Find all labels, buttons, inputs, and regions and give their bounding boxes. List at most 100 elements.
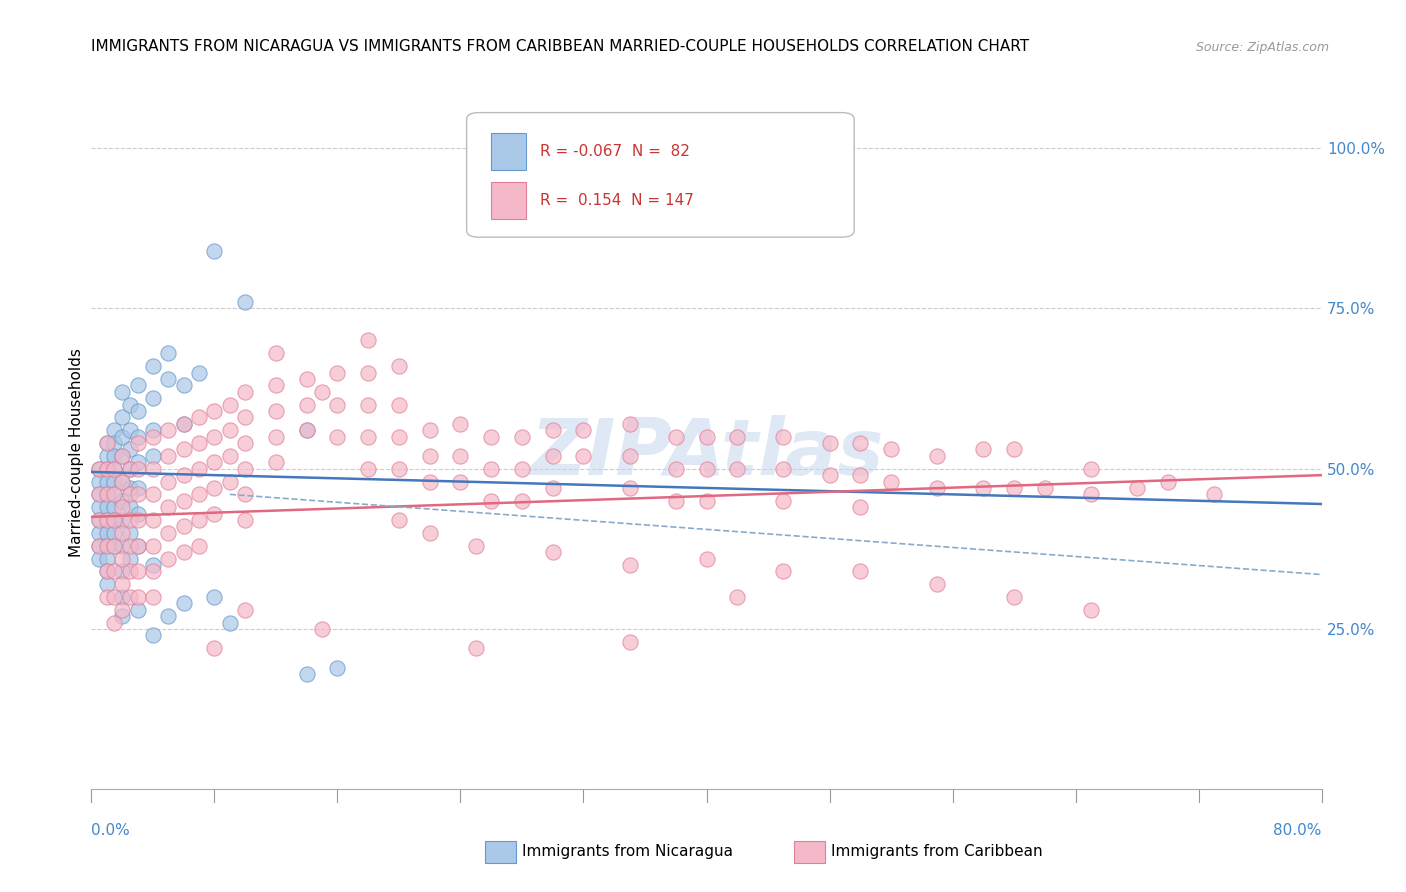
Point [295,398,318,412]
Point [111,577,134,591]
Point [188,539,211,553]
Point [541,423,564,437]
Point [202,404,225,418]
Point [464,641,486,656]
Point [264,430,287,444]
Point [111,475,134,489]
Point [1080,487,1102,501]
Point [103,615,125,630]
Point [103,539,125,553]
Point [202,641,225,656]
Text: ZIPAtlas: ZIPAtlas [530,415,883,491]
Point [157,372,180,386]
Point [142,558,165,572]
Point [96,500,118,515]
Point [173,417,195,431]
Point [188,436,211,450]
Point [142,513,165,527]
Point [157,500,180,515]
Point [619,635,641,649]
Point [103,487,125,501]
Point [541,449,564,463]
Point [87,539,110,553]
Text: Immigrants from Nicaragua: Immigrants from Nicaragua [522,845,733,859]
Point [127,603,149,617]
Point [357,334,380,348]
Point [111,410,134,425]
Point [326,366,349,380]
Point [103,423,125,437]
Point [127,487,149,501]
Point [264,346,287,360]
Point [118,500,141,515]
Point [173,468,195,483]
Point [311,622,333,636]
Point [665,493,688,508]
Point [118,565,141,579]
Point [880,442,903,457]
Point [127,404,149,418]
Point [103,513,125,527]
Point [218,423,240,437]
Point [849,500,872,515]
Point [326,398,349,412]
Point [1002,442,1025,457]
Point [111,590,134,604]
Point [218,398,240,412]
Point [157,449,180,463]
Point [449,417,471,431]
Point [87,461,110,475]
Point [696,461,718,475]
Point [96,461,118,475]
Point [665,461,688,475]
Point [142,590,165,604]
Point [295,423,318,437]
Point [142,430,165,444]
Point [510,430,533,444]
Point [103,436,125,450]
Point [218,475,240,489]
Point [96,565,118,579]
Point [127,539,149,553]
Point [772,430,794,444]
Text: Immigrants from Caribbean: Immigrants from Caribbean [831,845,1043,859]
Point [772,493,794,508]
Point [972,442,994,457]
Point [357,461,380,475]
Point [202,507,225,521]
Point [725,461,748,475]
Point [127,539,149,553]
Point [479,493,502,508]
Point [96,449,118,463]
FancyBboxPatch shape [467,112,853,237]
Point [173,493,195,508]
Bar [491,182,526,219]
Point [295,423,318,437]
Text: IMMIGRANTS FROM NICARAGUA VS IMMIGRANTS FROM CARIBBEAN MARRIED-COUPLE HOUSEHOLDS: IMMIGRANTS FROM NICARAGUA VS IMMIGRANTS … [91,38,1029,54]
Point [87,475,110,489]
Text: R = -0.067  N =  82: R = -0.067 N = 82 [540,145,690,159]
Point [87,500,110,515]
Point [233,461,256,475]
Point [111,475,134,489]
Point [218,615,240,630]
Point [142,565,165,579]
Point [295,667,318,681]
Point [927,481,949,495]
Point [127,481,149,495]
Point [725,590,748,604]
Point [173,417,195,431]
Point [87,525,110,540]
Point [357,398,380,412]
Point [233,295,256,310]
Point [388,359,411,373]
Point [772,565,794,579]
Point [118,423,141,437]
Point [419,449,441,463]
Point [572,449,595,463]
Point [127,507,149,521]
Point [96,487,118,501]
Point [619,481,641,495]
Point [849,468,872,483]
Point [118,442,141,457]
